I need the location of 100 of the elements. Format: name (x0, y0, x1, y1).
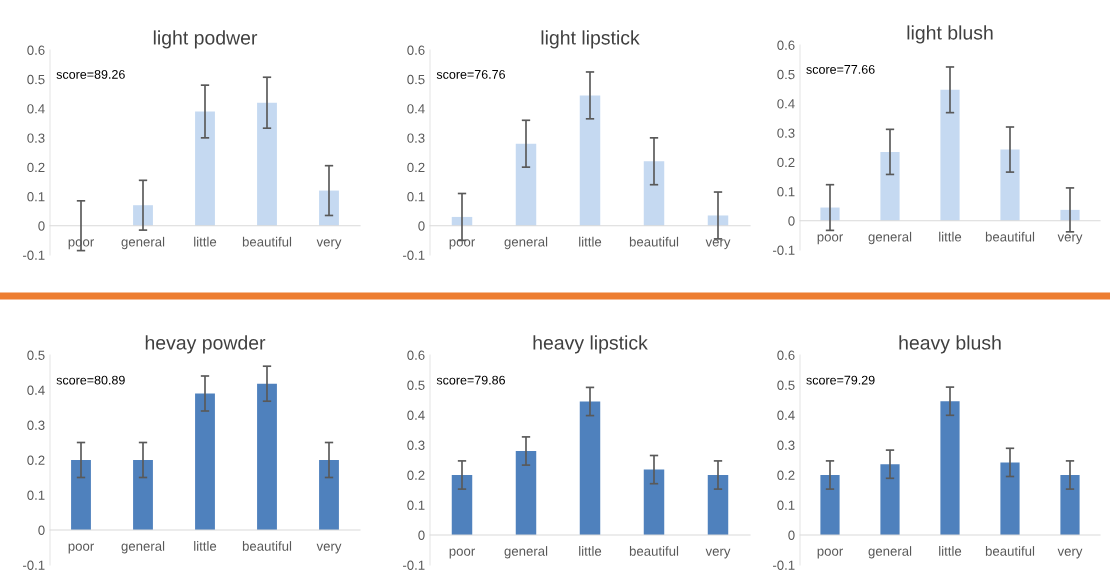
x-tick-label: beautiful (242, 541, 292, 551)
x-tick-label: beautiful (985, 546, 1035, 556)
bar (1000, 462, 1020, 535)
y-tick-label: 0.4 (27, 385, 45, 395)
y-tick-label: 0.3 (407, 133, 425, 143)
y-tick-label: 0.5 (27, 350, 45, 360)
y-tick-label: 0.4 (777, 99, 795, 109)
y-tick-label: 0.5 (777, 69, 795, 80)
x-tick-label: beautiful (985, 231, 1035, 242)
y-tick-label: -0.1 (22, 250, 45, 260)
bar (71, 460, 91, 530)
y-tick-label: 0.1 (407, 500, 425, 510)
y-tick-label: 0.2 (777, 157, 795, 168)
annotation: score=79.29 (806, 375, 875, 385)
bar (319, 190, 339, 226)
y-tick-label: 0.2 (407, 470, 425, 480)
y-tick-label: 0.4 (407, 410, 425, 420)
bar (707, 475, 729, 535)
y-tick-label: 0.5 (27, 74, 45, 85)
y-tick-label: 0.5 (407, 380, 425, 390)
annotation: score=80.89 (56, 375, 125, 385)
chart-title: light blush (907, 25, 993, 44)
annotation: score=77.66 (806, 64, 875, 74)
chart-title: light podwer (153, 30, 258, 49)
y-tick-label: 0.1 (777, 500, 795, 510)
y-tick-label: 0.4 (407, 104, 425, 114)
y-tick-label: 0.3 (777, 440, 795, 450)
bar (579, 401, 601, 535)
y-tick-label: -0.1 (772, 560, 795, 570)
annotation: score=79.86 (436, 375, 505, 385)
y-tick-label: 0.3 (777, 128, 795, 138)
y-tick-label: 0.3 (27, 420, 45, 430)
y-tick-label: 0.1 (777, 187, 795, 197)
x-tick-label: poor (817, 548, 843, 559)
annotation: score=89.26 (56, 69, 125, 79)
chart-title: heavy blush (899, 335, 1001, 354)
bar (820, 475, 840, 535)
y-tick-label: 0.2 (777, 470, 795, 480)
y-tick-label: 0 (418, 530, 425, 540)
x-tick-label: poor (817, 234, 843, 245)
y-tick-label: 0 (418, 221, 425, 231)
x-tick-label: very (705, 239, 731, 250)
y-tick-label: 0.1 (27, 192, 45, 202)
bar (195, 393, 215, 530)
y-tick-label: 0.5 (407, 74, 425, 85)
x-tick-label: little (194, 541, 217, 551)
x-tick-label: general (504, 546, 548, 559)
bar (643, 161, 665, 226)
y-tick-label: 0.3 (407, 440, 425, 450)
y-tick-label: 0.6 (27, 45, 45, 55)
y-tick-label: 0.4 (777, 410, 795, 420)
chart-title: light lipstick (541, 30, 640, 49)
y-tick-label: -0.1 (772, 245, 795, 255)
y-tick-label: 0.2 (27, 162, 45, 173)
y-tick-label: 0.1 (407, 192, 425, 202)
bar (940, 89, 960, 221)
x-tick-label: beautiful (629, 236, 679, 247)
bar (195, 111, 215, 226)
y-tick-label: 0.6 (777, 40, 795, 50)
y-tick-label: 0 (38, 525, 45, 535)
x-tick-label: poor (449, 239, 475, 250)
x-tick-label: general (868, 231, 912, 245)
x-tick-label: very (316, 543, 342, 554)
x-tick-label: beautiful (242, 236, 292, 247)
y-tick-label: 0.4 (27, 104, 45, 114)
x-tick-label: little (579, 546, 602, 556)
chart-title: heavy lipstick (533, 335, 648, 354)
y-tick-label: -0.1 (22, 560, 45, 570)
x-tick-label: very (1057, 548, 1083, 559)
bar (451, 475, 473, 535)
x-tick-label: general (504, 236, 548, 250)
bar (880, 464, 900, 535)
bar (940, 401, 960, 535)
y-tick-label: 0.6 (407, 350, 425, 360)
annotation: score=76.76 (436, 69, 505, 79)
bar (643, 469, 665, 535)
y-tick-label: 0.1 (27, 490, 45, 500)
y-tick-label: 0.3 (27, 133, 45, 143)
x-tick-label: little (939, 546, 962, 556)
y-tick-label: 0.2 (27, 455, 45, 465)
x-tick-label: little (939, 231, 962, 242)
x-tick-label: general (868, 546, 912, 559)
x-tick-label: little (194, 236, 217, 247)
y-tick-label: 0 (788, 216, 795, 226)
x-tick-label: very (316, 239, 342, 250)
bar (133, 460, 153, 530)
y-tick-label: -0.1 (402, 560, 425, 570)
bar (515, 143, 537, 226)
x-tick-label: little (579, 236, 602, 247)
x-tick-label: poor (68, 543, 94, 554)
y-tick-label: 0 (38, 221, 45, 231)
y-tick-label: 0 (788, 530, 795, 540)
y-tick-label: 0.6 (407, 45, 425, 55)
y-tick-label: -0.1 (402, 250, 425, 260)
x-tick-label: beautiful (629, 546, 679, 556)
y-tick-label: 0.5 (777, 380, 795, 390)
bar (319, 460, 339, 530)
y-tick-label: 0.6 (777, 350, 795, 360)
x-tick-label: very (705, 548, 731, 559)
bar (257, 383, 277, 530)
